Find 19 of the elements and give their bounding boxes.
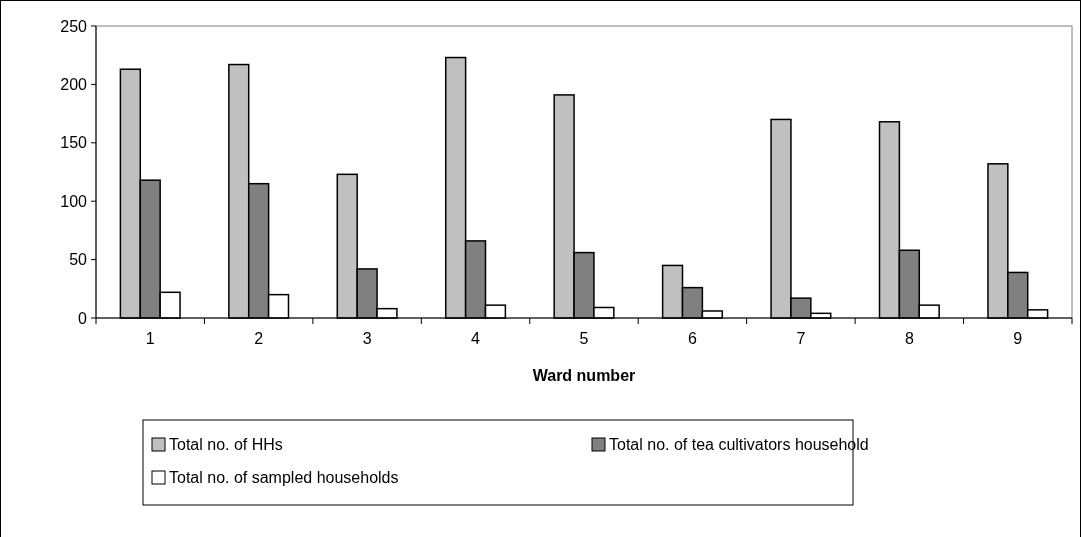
x-tick-label: 1 <box>145 330 155 347</box>
x-tick-label: 7 <box>796 330 806 347</box>
y-tick-label: 50 <box>69 251 88 269</box>
legend-label: Total no. of tea cultivators household <box>609 435 869 453</box>
y-tick-label: 0 <box>78 309 88 327</box>
x-tick-label: 6 <box>687 330 697 347</box>
x-tick-label: 4 <box>471 330 481 347</box>
x-axis-title: Ward number <box>532 367 636 384</box>
y-tick-label: 100 <box>60 192 88 210</box>
x-tick-label: 5 <box>579 330 589 347</box>
x-tick-label: 3 <box>362 330 372 347</box>
x-tick-label: 2 <box>254 330 264 347</box>
x-tick-label: 9 <box>1013 330 1023 347</box>
x-tick-label: 8 <box>904 330 914 347</box>
y-tick-label: 200 <box>60 76 88 93</box>
y-tick-label: 150 <box>60 134 88 152</box>
legend-label: Total no. of sampled households <box>169 468 399 486</box>
legend-label: Total no. of HHs <box>169 435 283 453</box>
y-tick-label: 250 <box>60 17 88 35</box>
